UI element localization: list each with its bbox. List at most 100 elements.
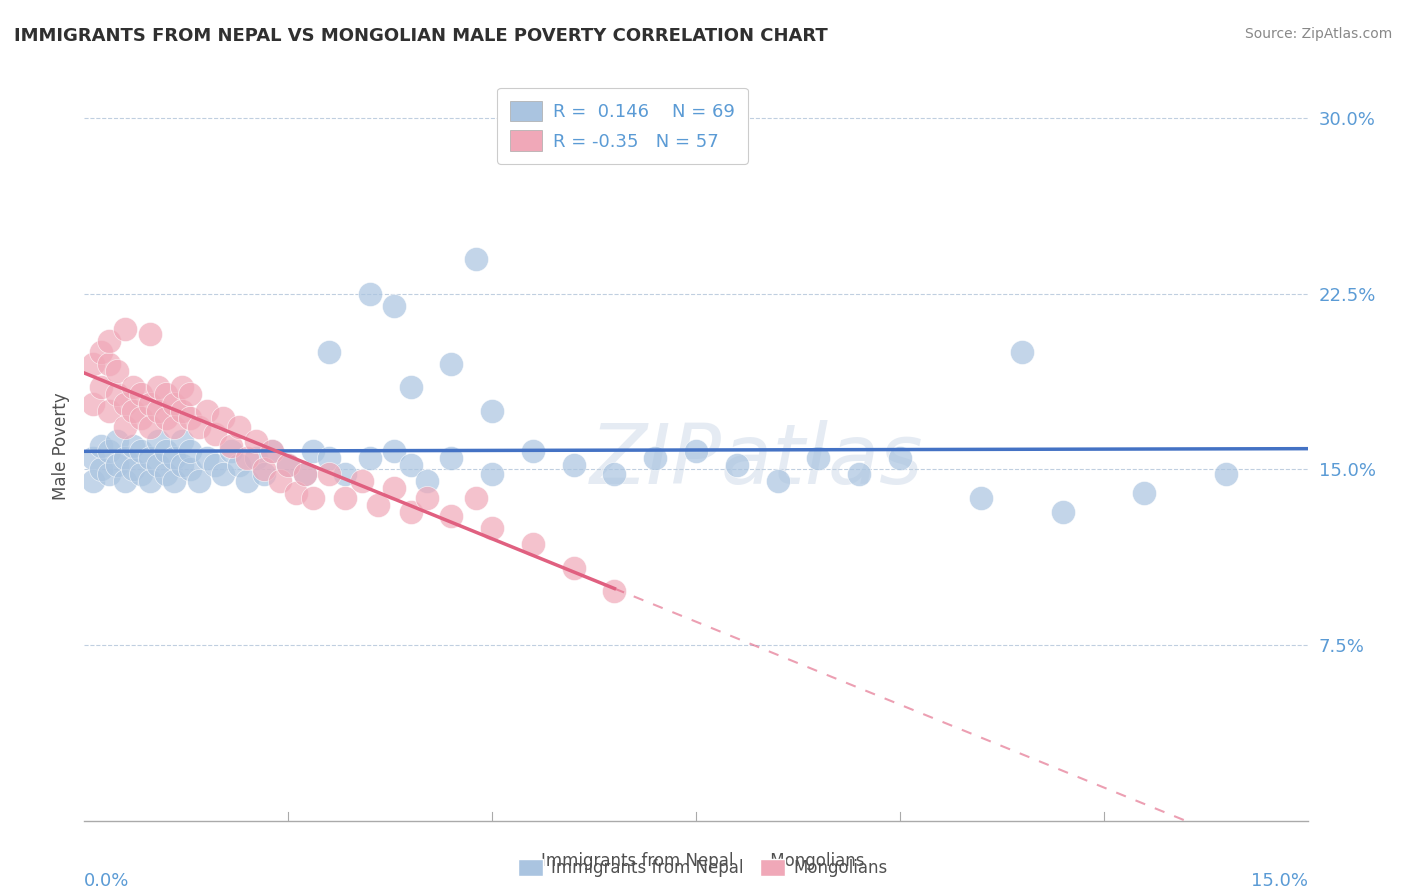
Point [179, 387, 201, 401]
Point [367, 498, 389, 512]
Point [848, 467, 870, 482]
Point [82, 474, 104, 488]
Point [90, 345, 112, 359]
Point [335, 467, 357, 482]
Point [219, 443, 242, 458]
Point [1215, 467, 1237, 482]
Point [416, 491, 439, 505]
Point [114, 474, 136, 488]
Point [163, 397, 186, 411]
Point [562, 561, 585, 575]
Point [294, 467, 316, 482]
Point [155, 467, 177, 482]
Point [644, 450, 666, 465]
Point [253, 467, 276, 482]
Point [122, 404, 145, 418]
Point [889, 450, 911, 465]
Point [228, 420, 250, 434]
Point [522, 537, 544, 551]
Point [114, 397, 136, 411]
Point [82, 357, 104, 371]
Point [481, 467, 503, 482]
Point [318, 450, 340, 465]
Point [481, 404, 503, 418]
Point [187, 474, 209, 488]
Point [131, 387, 153, 401]
Point [416, 474, 439, 488]
Point [228, 458, 250, 472]
Point [90, 439, 112, 453]
Point [970, 491, 993, 505]
Point [318, 345, 340, 359]
Point [122, 462, 145, 476]
Point [359, 450, 381, 465]
Point [440, 509, 463, 524]
Legend: Immigrants from Nepal, Mongolians: Immigrants from Nepal, Mongolians [512, 852, 894, 884]
Point [146, 404, 169, 418]
Point [236, 474, 259, 488]
Point [301, 443, 323, 458]
Point [382, 481, 405, 495]
Point [146, 380, 169, 394]
Point [522, 443, 544, 458]
Point [807, 450, 830, 465]
Point [301, 491, 323, 505]
Point [138, 474, 160, 488]
Point [138, 450, 160, 465]
Point [382, 443, 405, 458]
Point [138, 420, 160, 434]
Point [172, 380, 194, 394]
Point [105, 364, 128, 378]
Point [285, 485, 308, 500]
Point [685, 443, 707, 458]
Point [195, 404, 218, 418]
Text: 15.0%: 15.0% [1250, 872, 1308, 890]
Point [122, 439, 145, 453]
Point [1133, 485, 1156, 500]
Point [172, 458, 194, 472]
Point [195, 450, 218, 465]
Point [105, 434, 128, 449]
Point [464, 491, 486, 505]
Point [163, 420, 186, 434]
Point [155, 387, 177, 401]
Point [1011, 345, 1033, 359]
Point [1052, 505, 1074, 519]
Point [172, 404, 194, 418]
Point [464, 252, 486, 266]
Text: 0.0%: 0.0% [84, 872, 129, 890]
Point [179, 462, 201, 476]
Point [440, 357, 463, 371]
Point [382, 298, 405, 313]
Point [204, 427, 226, 442]
Point [163, 474, 186, 488]
Point [253, 462, 276, 476]
Point [179, 411, 201, 425]
Point [335, 491, 357, 505]
Point [114, 450, 136, 465]
Point [82, 450, 104, 465]
Point [97, 443, 120, 458]
Point [122, 380, 145, 394]
Point [105, 458, 128, 472]
Point [562, 458, 585, 472]
Point [114, 420, 136, 434]
Point [105, 387, 128, 401]
Point [138, 326, 160, 341]
Legend: R =  0.146    N = 69, R = -0.35   N = 57: R = 0.146 N = 69, R = -0.35 N = 57 [498, 88, 748, 164]
Point [236, 450, 259, 465]
Point [399, 458, 422, 472]
Point [131, 443, 153, 458]
Point [481, 521, 503, 535]
Point [155, 443, 177, 458]
Point [603, 584, 626, 599]
Point [138, 397, 160, 411]
Point [131, 411, 153, 425]
Point [440, 450, 463, 465]
Point [90, 462, 112, 476]
Text: IMMIGRANTS FROM NEPAL VS MONGOLIAN MALE POVERTY CORRELATION CHART: IMMIGRANTS FROM NEPAL VS MONGOLIAN MALE … [14, 27, 828, 45]
Point [269, 474, 291, 488]
Point [97, 467, 120, 482]
Point [260, 443, 283, 458]
Text: Source: ZipAtlas.com: Source: ZipAtlas.com [1244, 27, 1392, 41]
